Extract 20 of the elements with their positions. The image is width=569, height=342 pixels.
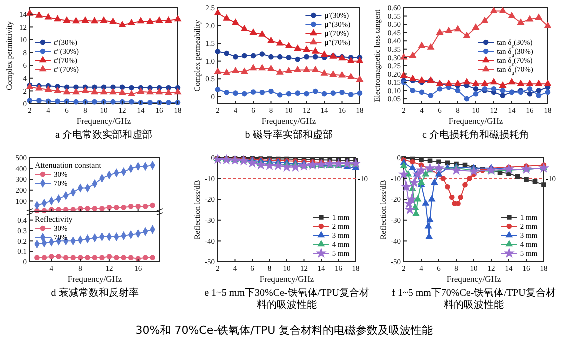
y-axis-title: Reflection loss/dB <box>193 180 202 240</box>
text: d 衰减常数和反射率 <box>51 287 139 299</box>
text: 30%和 70%Ce-铁氧体/TPU 复合材料的电磁参数及吸波性能 <box>136 324 434 337</box>
x-axis-title: Frequency/GHz <box>446 274 502 284</box>
text: a 介电常数实部和虚部 <box>56 129 152 141</box>
y-axis-title: Complex permittivity <box>5 21 14 91</box>
y-axis-title: Electromagnetic loss tangent <box>373 9 382 102</box>
x-axis-title: Frequency/GHz <box>448 116 504 126</box>
text: b 磁导率实部和虚部 <box>245 129 333 141</box>
text: f 1~5 mm下70%Ce-铁氧体/TPU复合材料的吸波性能 <box>392 287 556 311</box>
x-axis-title: Frequency/GHz <box>76 116 132 126</box>
legend-title: Attenuation constant <box>35 161 102 170</box>
x-axis-title: Frequency/GHz <box>260 274 314 284</box>
text: c 介电损耗角和磁损耗角 <box>422 129 530 141</box>
text: e 1~5 mm下30%Ce-铁氧体/TPU复合材料的吸波性能 <box>204 287 370 311</box>
x-axis-title: Frequency/GHz <box>68 274 122 284</box>
y-axis-title: Reflection loss/dB <box>379 180 388 240</box>
legend-title: Reflectivity <box>35 215 73 224</box>
y-axis-title: Complex permeability <box>193 20 202 92</box>
x-axis-title: Frequency/GHz <box>262 116 316 126</box>
